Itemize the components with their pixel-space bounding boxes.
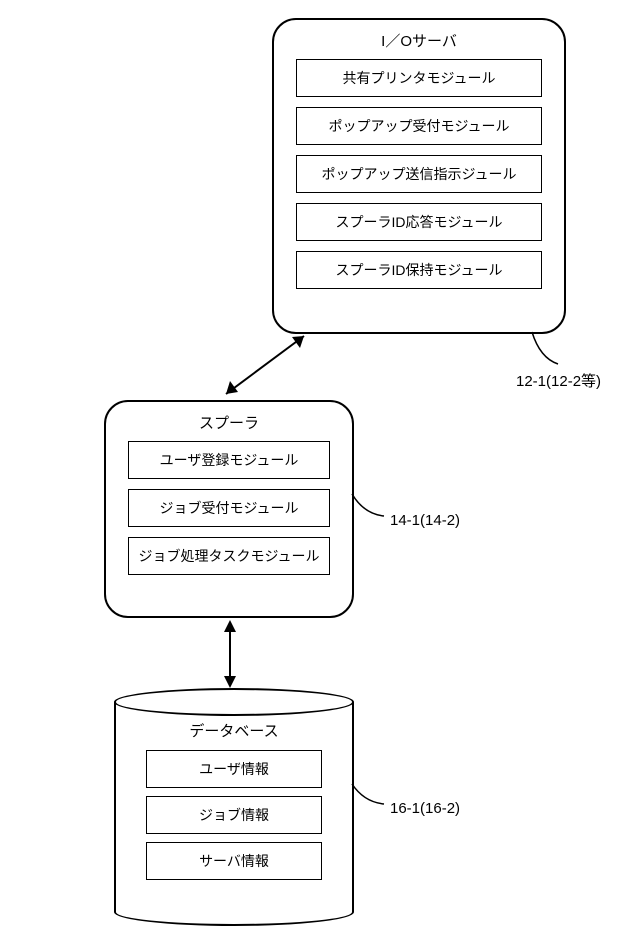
io-server-item: スプーラID応答モジュール bbox=[296, 203, 542, 241]
spooler-node: スプーラ ユーザ登録モジュール ジョブ受付モジュール ジョブ処理タスクモジュール bbox=[104, 400, 354, 618]
spooler-ref-label: 14-1(14-2) bbox=[390, 512, 460, 529]
io-server-item: 共有プリンタモジュール bbox=[296, 59, 542, 97]
spooler-item: ジョブ受付モジュール bbox=[128, 489, 330, 527]
spooler-item: ジョブ処理タスクモジュール bbox=[128, 537, 330, 575]
io-server-items: 共有プリンタモジュール ポップアップ受付モジュール ポップアップ送信指示ジュール… bbox=[274, 59, 564, 309]
database-item: サーバ情報 bbox=[146, 842, 322, 880]
spooler-item: ユーザ登録モジュール bbox=[128, 441, 330, 479]
io-server-title: I／Oサーバ bbox=[274, 20, 564, 59]
io-server-item: ポップアップ受付モジュール bbox=[296, 107, 542, 145]
io-server-item: スプーラID保持モジュール bbox=[296, 251, 542, 289]
io-server-leader bbox=[530, 330, 590, 370]
io-server-ref-label: 12-1(12-2等) bbox=[516, 370, 601, 391]
io-server-node: I／Oサーバ 共有プリンタモジュール ポップアップ受付モジュール ポップアップ送… bbox=[272, 18, 566, 334]
database-item: ジョブ情報 bbox=[146, 796, 322, 834]
arrow-io-spooler bbox=[210, 320, 320, 410]
database-item: ユーザ情報 bbox=[146, 750, 322, 788]
io-server-item: ポップアップ送信指示ジュール bbox=[296, 155, 542, 193]
database-items: ユーザ情報 ジョブ情報 サーバ情報 bbox=[146, 750, 322, 880]
database-ref-label: 16-1(16-2) bbox=[390, 800, 460, 817]
spooler-items: ユーザ登録モジュール ジョブ受付モジュール ジョブ処理タスクモジュール bbox=[106, 441, 352, 595]
database-title: データベース bbox=[114, 720, 354, 741]
arrow-spooler-db bbox=[218, 618, 242, 690]
spooler-title: スプーラ bbox=[106, 402, 352, 441]
